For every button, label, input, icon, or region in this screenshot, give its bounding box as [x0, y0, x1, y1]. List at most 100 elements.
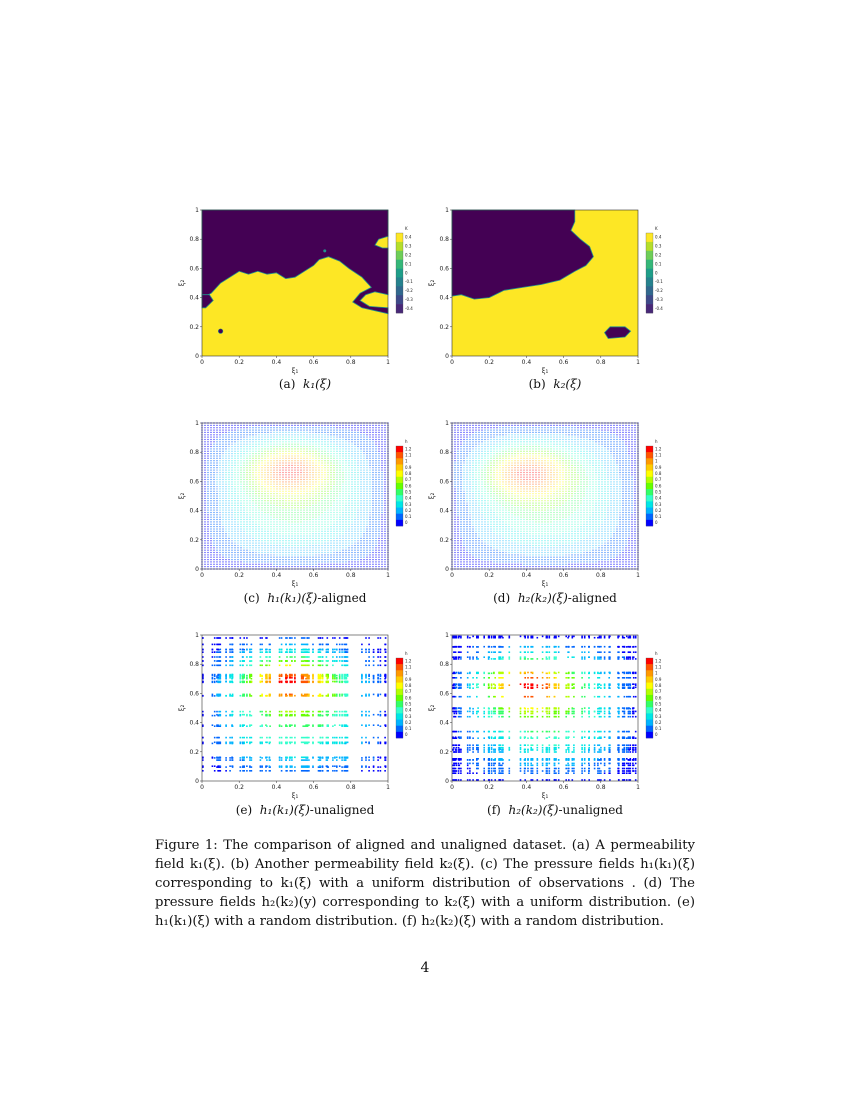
- observation-point: [234, 424, 236, 426]
- observation-point: [333, 547, 335, 549]
- observation-point: [472, 448, 474, 450]
- observation-point: [369, 490, 371, 492]
- observation-point: [318, 509, 320, 511]
- observation-point: [348, 495, 350, 497]
- observation-point: [351, 549, 353, 551]
- observation-point: [240, 497, 242, 499]
- observation-point: [285, 544, 287, 547]
- observation-point: [381, 427, 383, 429]
- observation-point: [255, 429, 257, 431]
- observation-point: [267, 445, 269, 448]
- observation-point: [457, 497, 459, 499]
- observation-point: [240, 429, 242, 431]
- x-axis-label: ξ₁: [292, 580, 299, 588]
- observation-point: [297, 526, 299, 528]
- observation-point: [460, 478, 462, 481]
- observation-point: [282, 471, 284, 474]
- observation-point: [249, 526, 251, 528]
- observation-point: [288, 502, 290, 504]
- observation-point: [282, 535, 284, 537]
- observation-point: [207, 445, 209, 448]
- observation-point: [381, 493, 383, 495]
- observation-point: [484, 431, 486, 433]
- observation-point: [267, 455, 269, 457]
- colorbar-tick-label: 0.3: [405, 502, 412, 507]
- observation-point: [381, 483, 383, 485]
- observation-point: [487, 500, 489, 502]
- observation-point: [237, 478, 239, 481]
- observation-point: [463, 511, 465, 514]
- observation-point: [276, 521, 278, 523]
- observation-point: [327, 471, 329, 474]
- observation-point: [249, 436, 251, 438]
- observation-point: [469, 462, 471, 464]
- observation-point: [264, 460, 266, 462]
- observation-point: [249, 441, 251, 443]
- observation-point: [336, 495, 338, 497]
- observation-point: [264, 535, 266, 537]
- observation-point: [255, 443, 257, 445]
- observation-point: [282, 478, 284, 481]
- observation-point: [243, 453, 245, 455]
- observation-point: [475, 509, 477, 511]
- observation-point: [472, 551, 474, 554]
- observation-point: [243, 547, 245, 549]
- observation-point: [285, 467, 287, 469]
- observation-point: [237, 563, 239, 565]
- observation-point: [330, 462, 332, 464]
- observation-point: [357, 429, 359, 431]
- observation-point: [225, 495, 227, 497]
- observation-point: [270, 450, 272, 452]
- observation-point: [381, 478, 383, 481]
- observation-point: [309, 516, 311, 518]
- observation-point: [460, 448, 462, 450]
- observation-point: [454, 523, 456, 525]
- observation-point: [463, 464, 465, 466]
- observation-point: [249, 516, 251, 518]
- observation-point: [285, 551, 287, 554]
- observation-point: [478, 450, 480, 452]
- observation-point: [225, 457, 227, 459]
- observation-point: [231, 561, 233, 563]
- observation-point: [300, 471, 302, 474]
- observation-point: [454, 561, 456, 563]
- observation-point: [345, 436, 347, 438]
- observation-point: [354, 424, 356, 426]
- observation-point: [303, 450, 305, 452]
- observation-point: [478, 547, 480, 549]
- observation-point: [216, 516, 218, 518]
- observation-point: [225, 502, 227, 504]
- observation-point: [484, 450, 486, 452]
- observation-point: [207, 518, 209, 521]
- observation-point: [270, 514, 272, 516]
- observation-point: [288, 462, 290, 464]
- observation-point: [306, 561, 308, 563]
- observation-point: [255, 476, 257, 478]
- observation-point: [312, 488, 314, 490]
- observation-point: [249, 523, 251, 525]
- observation-point: [231, 443, 233, 445]
- observation-point: [312, 523, 314, 525]
- observation-point: [234, 467, 236, 469]
- observation-point: [258, 478, 260, 481]
- observation-point: [478, 556, 480, 558]
- observation-point: [372, 551, 374, 554]
- observation-point: [360, 453, 362, 455]
- observation-point: [481, 521, 483, 523]
- observation-point: [276, 547, 278, 549]
- observation-point: [216, 561, 218, 563]
- observation-point: [276, 469, 278, 471]
- observation-point: [324, 497, 326, 499]
- observation-point: [204, 424, 206, 426]
- observation-point: [345, 518, 347, 521]
- observation-point: [318, 542, 320, 544]
- observation-point: [267, 462, 269, 464]
- observation-point: [294, 540, 296, 542]
- observation-point: [336, 457, 338, 459]
- observation-point: [484, 509, 486, 511]
- observation-point: [318, 486, 320, 488]
- observation-point: [222, 500, 224, 502]
- observation-point: [484, 554, 486, 556]
- observation-point: [333, 467, 335, 469]
- observation-point: [234, 521, 236, 523]
